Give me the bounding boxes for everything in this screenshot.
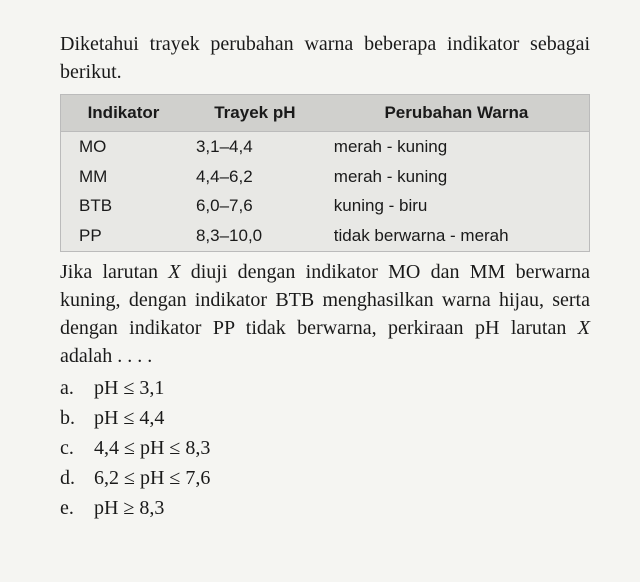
question-var-x-1: X: [168, 261, 180, 283]
table-cell: tidak berwarna - merah: [324, 221, 589, 251]
indicator-table: Indikator Trayek pH Perubahan Warna MO 3…: [61, 95, 589, 251]
table-cell: 3,1–4,4: [186, 131, 324, 161]
table-row: MM 4,4–6,2 merah - kuning: [61, 162, 589, 192]
option-b: b. pH ≤ 4,4: [60, 404, 590, 432]
indicator-table-container: Indikator Trayek pH Perubahan Warna MO 3…: [60, 94, 590, 252]
table-cell: 4,4–6,2: [186, 162, 324, 192]
table-cell: BTB: [61, 191, 186, 221]
answer-options: a. pH ≤ 3,1 b. pH ≤ 4,4 c. 4,4 ≤ pH ≤ 8,…: [60, 374, 590, 522]
table-cell: PP: [61, 221, 186, 251]
option-c: c. 4,4 ≤ pH ≤ 8,3: [60, 434, 590, 462]
option-e: e. pH ≥ 8,3: [60, 494, 590, 522]
table-cell: MO: [61, 131, 186, 161]
option-letter: c.: [60, 434, 94, 462]
table-cell: 8,3–10,0: [186, 221, 324, 251]
option-text: 4,4 ≤ pH ≤ 8,3: [94, 434, 590, 462]
table-header-row: Indikator Trayek pH Perubahan Warna: [61, 95, 589, 131]
table-header-trayek: Trayek pH: [186, 95, 324, 131]
option-letter: b.: [60, 404, 94, 432]
table-header-perubahan: Perubahan Warna: [324, 95, 589, 131]
question-var-x-2: X: [578, 317, 590, 339]
table-cell: merah - kuning: [324, 162, 589, 192]
table-row: PP 8,3–10,0 tidak berwarna - merah: [61, 221, 589, 251]
intro-line-1: Diketahui trayek perubahan warna beberap…: [60, 33, 436, 55]
table-row: BTB 6,0–7,6 kuning - biru: [61, 191, 589, 221]
option-d: d. 6,2 ≤ pH ≤ 7,6: [60, 464, 590, 492]
question-part-3: adalah . . . .: [60, 345, 152, 367]
intro-text: Diketahui trayek perubahan warna beberap…: [60, 30, 590, 86]
option-text: pH ≥ 8,3: [94, 494, 590, 522]
table-header-indikator: Indikator: [61, 95, 186, 131]
table-cell: MM: [61, 162, 186, 192]
table-cell: merah - kuning: [324, 131, 589, 161]
option-text: pH ≤ 3,1: [94, 374, 590, 402]
option-text: pH ≤ 4,4: [94, 404, 590, 432]
table-row: MO 3,1–4,4 merah - kuning: [61, 131, 589, 161]
table-cell: 6,0–7,6: [186, 191, 324, 221]
option-letter: e.: [60, 494, 94, 522]
table-cell: kuning - biru: [324, 191, 589, 221]
question-part-1: Jika larutan: [60, 261, 168, 283]
option-a: a. pH ≤ 3,1: [60, 374, 590, 402]
option-text: 6,2 ≤ pH ≤ 7,6: [94, 464, 590, 492]
option-letter: a.: [60, 374, 94, 402]
option-letter: d.: [60, 464, 94, 492]
question-text: Jika larutan X diuji dengan indikator MO…: [60, 258, 590, 370]
